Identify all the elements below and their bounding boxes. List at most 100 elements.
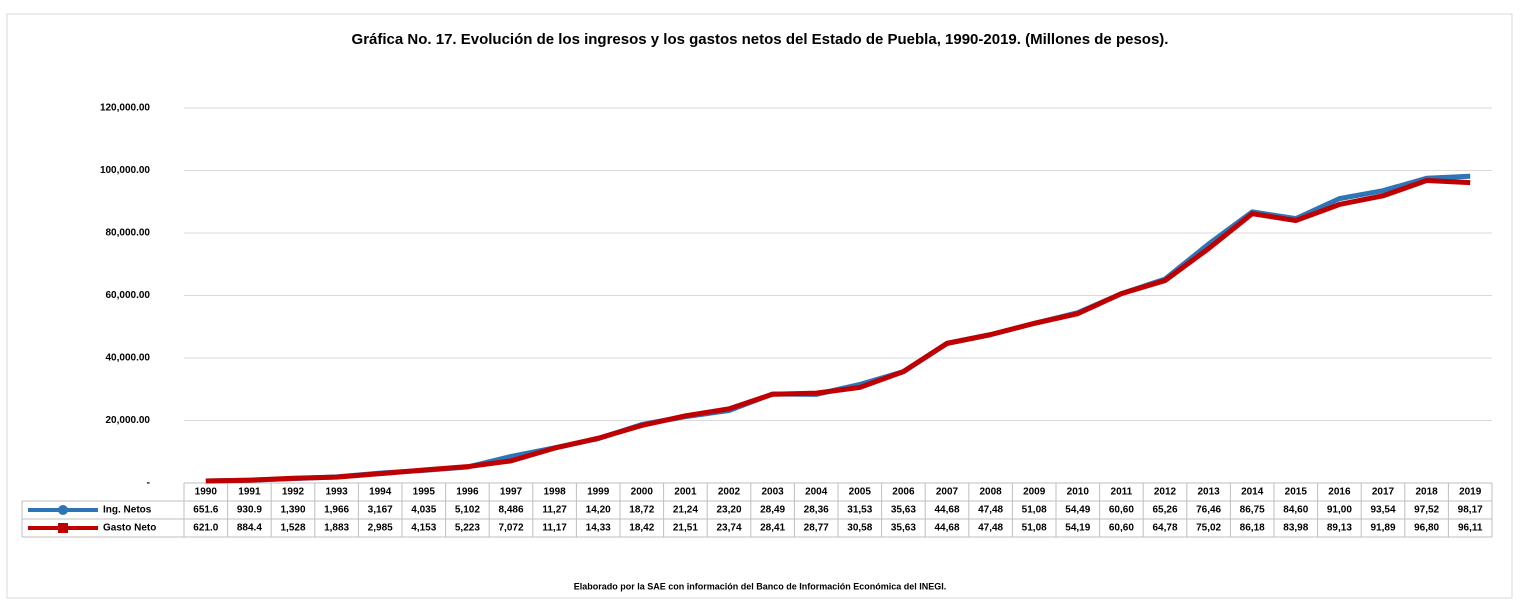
table-value: 31,53	[847, 505, 872, 516]
x-tick-label: 2017	[1372, 487, 1395, 498]
table-value: 65,26	[1152, 505, 1177, 516]
table-value: 14,20	[586, 505, 611, 516]
table-value: 96,11	[1458, 523, 1483, 534]
table-value: 5,102	[455, 505, 480, 516]
legend-marker	[58, 505, 68, 515]
table-value: 7,072	[498, 523, 523, 534]
x-tick-label: 2013	[1197, 487, 1220, 498]
table-value: 1,966	[324, 505, 349, 516]
y-tick-label: 120,000.00	[100, 103, 150, 114]
y-tick-label: 80,000.00	[106, 228, 151, 239]
table-value: 28,36	[804, 505, 829, 516]
x-tick-label: 2000	[631, 487, 654, 498]
x-tick-label: 1996	[456, 487, 479, 498]
table-value: 91,00	[1327, 505, 1352, 516]
table-value: 54,19	[1065, 523, 1090, 534]
table-value: 93,54	[1370, 505, 1395, 516]
table-value: 28,77	[804, 523, 829, 534]
y-tick-label: -	[147, 478, 150, 489]
table-value: 35,63	[891, 505, 916, 516]
y-tick-label: 20,000.00	[106, 415, 151, 426]
x-tick-label: 1992	[282, 487, 305, 498]
table-value: 44,68	[934, 523, 959, 534]
legend-marker	[58, 523, 68, 533]
x-tick-label: 1994	[369, 487, 392, 498]
y-tick-label: 40,000.00	[106, 353, 151, 364]
table-value: 884.4	[237, 523, 262, 534]
table-value: 51,08	[1022, 523, 1047, 534]
x-tick-label: 2010	[1067, 487, 1090, 498]
table-value: 1,883	[324, 523, 349, 534]
x-tick-label: 2004	[805, 487, 828, 498]
x-tick-label: 2016	[1328, 487, 1351, 498]
table-value: 1,390	[280, 505, 305, 516]
table-value: 11,17	[542, 523, 567, 534]
table-value: 54,49	[1065, 505, 1090, 516]
y-tick-label: 100,000.00	[100, 165, 150, 176]
table-value: 18,72	[629, 505, 654, 516]
x-tick-label: 1995	[413, 487, 436, 498]
legend-label: Ing. Netos	[103, 505, 152, 516]
table-value: 23,74	[716, 523, 741, 534]
table-value: 96,80	[1414, 523, 1439, 534]
x-tick-label: 2014	[1241, 487, 1264, 498]
x-tick-label: 1991	[238, 487, 261, 498]
legend-label: Gasto Neto	[103, 523, 156, 534]
table-value: 75,02	[1196, 523, 1221, 534]
x-tick-label: 2002	[718, 487, 741, 498]
table-value: 86,18	[1240, 523, 1265, 534]
x-tick-label: 1997	[500, 487, 523, 498]
footnote: Elaborado por la SAE con información del…	[574, 581, 947, 591]
table-value: 18,42	[629, 523, 654, 534]
table-value: 621.0	[193, 523, 218, 534]
x-tick-label: 2005	[849, 487, 872, 498]
table-value: 83,98	[1283, 523, 1308, 534]
table-value: 97,52	[1414, 505, 1439, 516]
x-tick-label: 2009	[1023, 487, 1046, 498]
table-value: 2,985	[368, 523, 393, 534]
table-value: 60,60	[1109, 523, 1134, 534]
table-value: 651.6	[193, 505, 218, 516]
table-value: 64,78	[1152, 523, 1177, 534]
x-tick-label: 1999	[587, 487, 610, 498]
table-value: 51,08	[1022, 505, 1047, 516]
x-tick-label: 1990	[195, 487, 218, 498]
table-value: 23,20	[716, 505, 741, 516]
table-value: 86,75	[1240, 505, 1265, 516]
x-tick-label: 2012	[1154, 487, 1177, 498]
x-tick-label: 2015	[1285, 487, 1308, 498]
x-tick-label: 2018	[1415, 487, 1438, 498]
table-value: 1,528	[280, 523, 305, 534]
x-tick-label: 2008	[979, 487, 1002, 498]
x-tick-label: 2003	[761, 487, 784, 498]
table-value: 76,46	[1196, 505, 1221, 516]
table-value: 91,89	[1370, 523, 1395, 534]
table-value: 47,48	[978, 505, 1003, 516]
table-value: 47,48	[978, 523, 1003, 534]
table-value: 35,63	[891, 523, 916, 534]
table-value: 44,68	[934, 505, 959, 516]
table-value: 14,33	[586, 523, 611, 534]
table-value: 21,51	[673, 523, 698, 534]
table-value: 60,60	[1109, 505, 1134, 516]
chart-title: Gráfica No. 17. Evolución de los ingreso…	[352, 31, 1169, 48]
x-tick-label: 2019	[1459, 487, 1482, 498]
table-value: 11,27	[542, 505, 567, 516]
table-value: 28,41	[760, 523, 785, 534]
y-tick-label: 60,000.00	[106, 290, 151, 301]
x-tick-label: 1993	[325, 487, 348, 498]
x-tick-label: 2007	[936, 487, 959, 498]
table-value: 21,24	[673, 505, 698, 516]
table-value: 4,035	[411, 505, 436, 516]
table-value: 84,60	[1283, 505, 1308, 516]
x-tick-label: 2001	[674, 487, 697, 498]
table-value: 30,58	[847, 523, 872, 534]
table-value: 98,17	[1458, 505, 1483, 516]
x-tick-label: 1998	[543, 487, 566, 498]
table-value: 5,223	[455, 523, 480, 534]
x-tick-label: 2011	[1111, 487, 1133, 498]
table-value: 4,153	[411, 523, 436, 534]
series-line	[205, 178, 1471, 484]
table-value: 8,486	[498, 505, 523, 516]
